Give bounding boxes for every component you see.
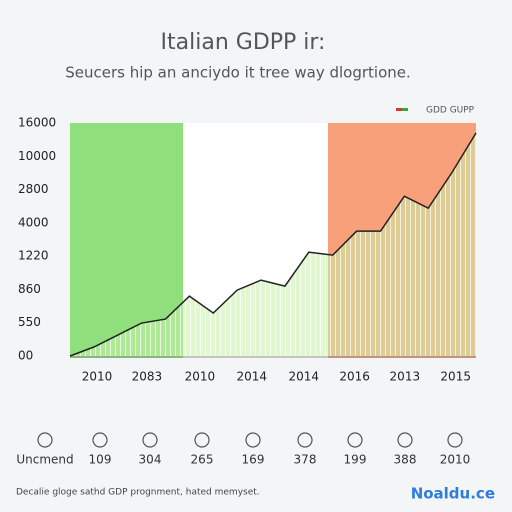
- icon: [347, 432, 363, 448]
- x-tick-label: 2083: [132, 370, 163, 384]
- row-value: 169: [242, 453, 265, 467]
- x-tick-label: 2016: [339, 370, 370, 384]
- legend-swatch-green: [402, 108, 408, 111]
- legend-swatch-red: [396, 108, 402, 111]
- row-value: 109: [89, 453, 112, 467]
- y-tick-label: 2800: [18, 182, 49, 196]
- logo: Noaldu.ce: [411, 485, 495, 503]
- y-tick-label: 4000: [18, 215, 49, 229]
- row-value: 265: [191, 453, 214, 467]
- chart-subtitle: Seucers hip an anciydo it tree way dlogr…: [65, 64, 411, 82]
- x-tick-label: 2010: [82, 370, 113, 384]
- icon: [447, 432, 463, 448]
- chart-title: Italian GDPP ir:: [161, 30, 326, 55]
- icon: [92, 432, 108, 448]
- row-value: 199: [344, 453, 367, 467]
- row-value: 388: [394, 453, 417, 467]
- area-fill: [70, 132, 476, 356]
- y-tick-label: 550: [18, 315, 41, 329]
- y-tick-label: 860: [18, 282, 41, 296]
- icon: [37, 432, 53, 448]
- y-tick-label: 16000: [18, 116, 56, 130]
- icon: [194, 432, 210, 448]
- row-value: 378: [294, 453, 317, 467]
- row-value: 304: [139, 453, 162, 467]
- y-tick-label: 00: [18, 349, 33, 363]
- y-tick-label: 1220: [18, 249, 49, 263]
- icon: [142, 432, 158, 448]
- x-tick-label: 2014: [236, 370, 267, 384]
- row-value: 2010: [440, 453, 471, 467]
- legend-label: GDD GUPP: [426, 106, 475, 116]
- icon: [297, 432, 313, 448]
- line: [69, 132, 477, 357]
- footer-note: Decalie gloge sathd GDP prognment, hated…: [16, 488, 260, 498]
- icon: [245, 432, 261, 448]
- row-label: Uncmend: [16, 453, 73, 467]
- x-tick-label: 2010: [185, 370, 216, 384]
- icon: [397, 432, 413, 448]
- x-tick-label: 2014: [289, 370, 320, 384]
- x-tick-label: 2015: [440, 370, 471, 384]
- x-tick-label: 2013: [390, 370, 421, 384]
- y-tick-label: 10000: [18, 149, 56, 163]
